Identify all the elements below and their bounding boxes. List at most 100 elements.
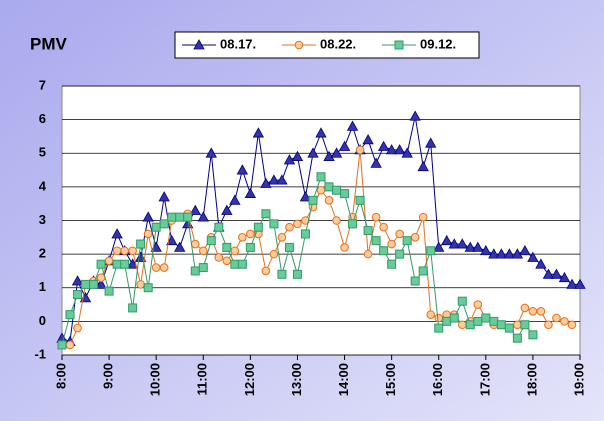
y-tick-label: 0 (39, 313, 46, 328)
data-point (143, 229, 153, 239)
data-point (236, 164, 249, 175)
y-tick-label: 3 (39, 212, 46, 227)
data-point (566, 278, 578, 289)
data-point (348, 219, 358, 229)
data-point (544, 320, 553, 330)
data-point (535, 258, 547, 269)
x-tick-label: 10:00 (148, 363, 163, 396)
data-point (574, 278, 586, 289)
data-point (520, 320, 530, 330)
data-point (457, 320, 467, 330)
x-tick-label: 8:00 (53, 363, 68, 389)
data-point (261, 266, 271, 276)
data-point (550, 268, 563, 279)
data-point (136, 239, 146, 249)
data-point (190, 266, 200, 276)
chart-title: PMV (30, 34, 68, 53)
data-point (230, 246, 240, 256)
data-point (277, 233, 287, 242)
data-point (441, 234, 453, 246)
data-point (244, 187, 257, 198)
data-point (496, 320, 506, 330)
data-point (104, 256, 114, 266)
data-point (371, 212, 381, 222)
data-point (293, 219, 302, 229)
y-tick-label: 1 (39, 279, 46, 294)
data-point (190, 239, 200, 249)
data-point (528, 306, 538, 316)
x-tick-label: 17:00 (477, 363, 492, 396)
data-point (371, 236, 381, 246)
data-point (73, 289, 83, 299)
data-point (519, 244, 531, 256)
data-point (489, 316, 499, 326)
data-point (291, 150, 304, 162)
data-point (246, 229, 255, 239)
data-point (434, 313, 444, 323)
data-point (362, 133, 374, 145)
x-tick-label: 12:00 (242, 363, 257, 396)
data-point (308, 195, 318, 205)
data-point (276, 174, 288, 185)
y-tick-label: 4 (39, 178, 47, 193)
data-point (112, 246, 122, 256)
data-point (159, 263, 169, 272)
y-tick-label: 6 (39, 111, 46, 126)
data-point (120, 259, 130, 269)
data-point (301, 216, 310, 225)
data-point (457, 296, 467, 306)
x-tick-label: 14:00 (336, 363, 351, 396)
data-point (433, 241, 445, 252)
data-point (269, 219, 279, 229)
data-point (488, 248, 500, 259)
data-point (434, 323, 444, 333)
data-point (346, 120, 359, 131)
data-point (221, 204, 233, 215)
y-tick-label: 2 (39, 246, 46, 261)
data-point (159, 219, 169, 229)
data-point (449, 313, 459, 323)
data-point (237, 259, 247, 269)
data-point (377, 140, 390, 151)
data-point (473, 316, 483, 326)
data-point (426, 310, 436, 319)
data-point (387, 239, 396, 249)
data-point (542, 268, 555, 279)
data-point (205, 147, 217, 158)
data-point (473, 300, 483, 309)
data-point (73, 323, 82, 333)
data-point (448, 238, 460, 249)
legend-label: 09.12. (420, 36, 456, 51)
legend-marker (394, 40, 404, 50)
legend-label: 08.22. (320, 36, 356, 51)
data-point (120, 246, 129, 256)
data-point (410, 276, 420, 286)
data-point (245, 242, 255, 252)
data-point (332, 185, 342, 195)
data-point (379, 246, 389, 256)
data-point (332, 216, 341, 225)
data-point (126, 258, 139, 269)
data-point (465, 320, 475, 330)
data-point (409, 110, 421, 121)
data-point (387, 259, 397, 269)
data-point (513, 320, 522, 330)
data-point (338, 140, 351, 151)
data-point (198, 263, 208, 273)
y-tick-label: 5 (39, 145, 46, 160)
data-point (417, 160, 429, 172)
data-point (330, 147, 343, 158)
data-point (316, 172, 326, 182)
data-point (111, 228, 123, 239)
data-point (229, 194, 241, 205)
data-point (142, 211, 154, 222)
data-point (143, 283, 153, 293)
data-point (252, 127, 265, 138)
data-point (214, 253, 224, 262)
x-tick-label: 13:00 (289, 363, 304, 396)
data-point (418, 212, 428, 222)
legend-marker (294, 40, 304, 50)
data-point (175, 212, 185, 222)
data-point (277, 269, 287, 279)
data-point (128, 303, 138, 313)
